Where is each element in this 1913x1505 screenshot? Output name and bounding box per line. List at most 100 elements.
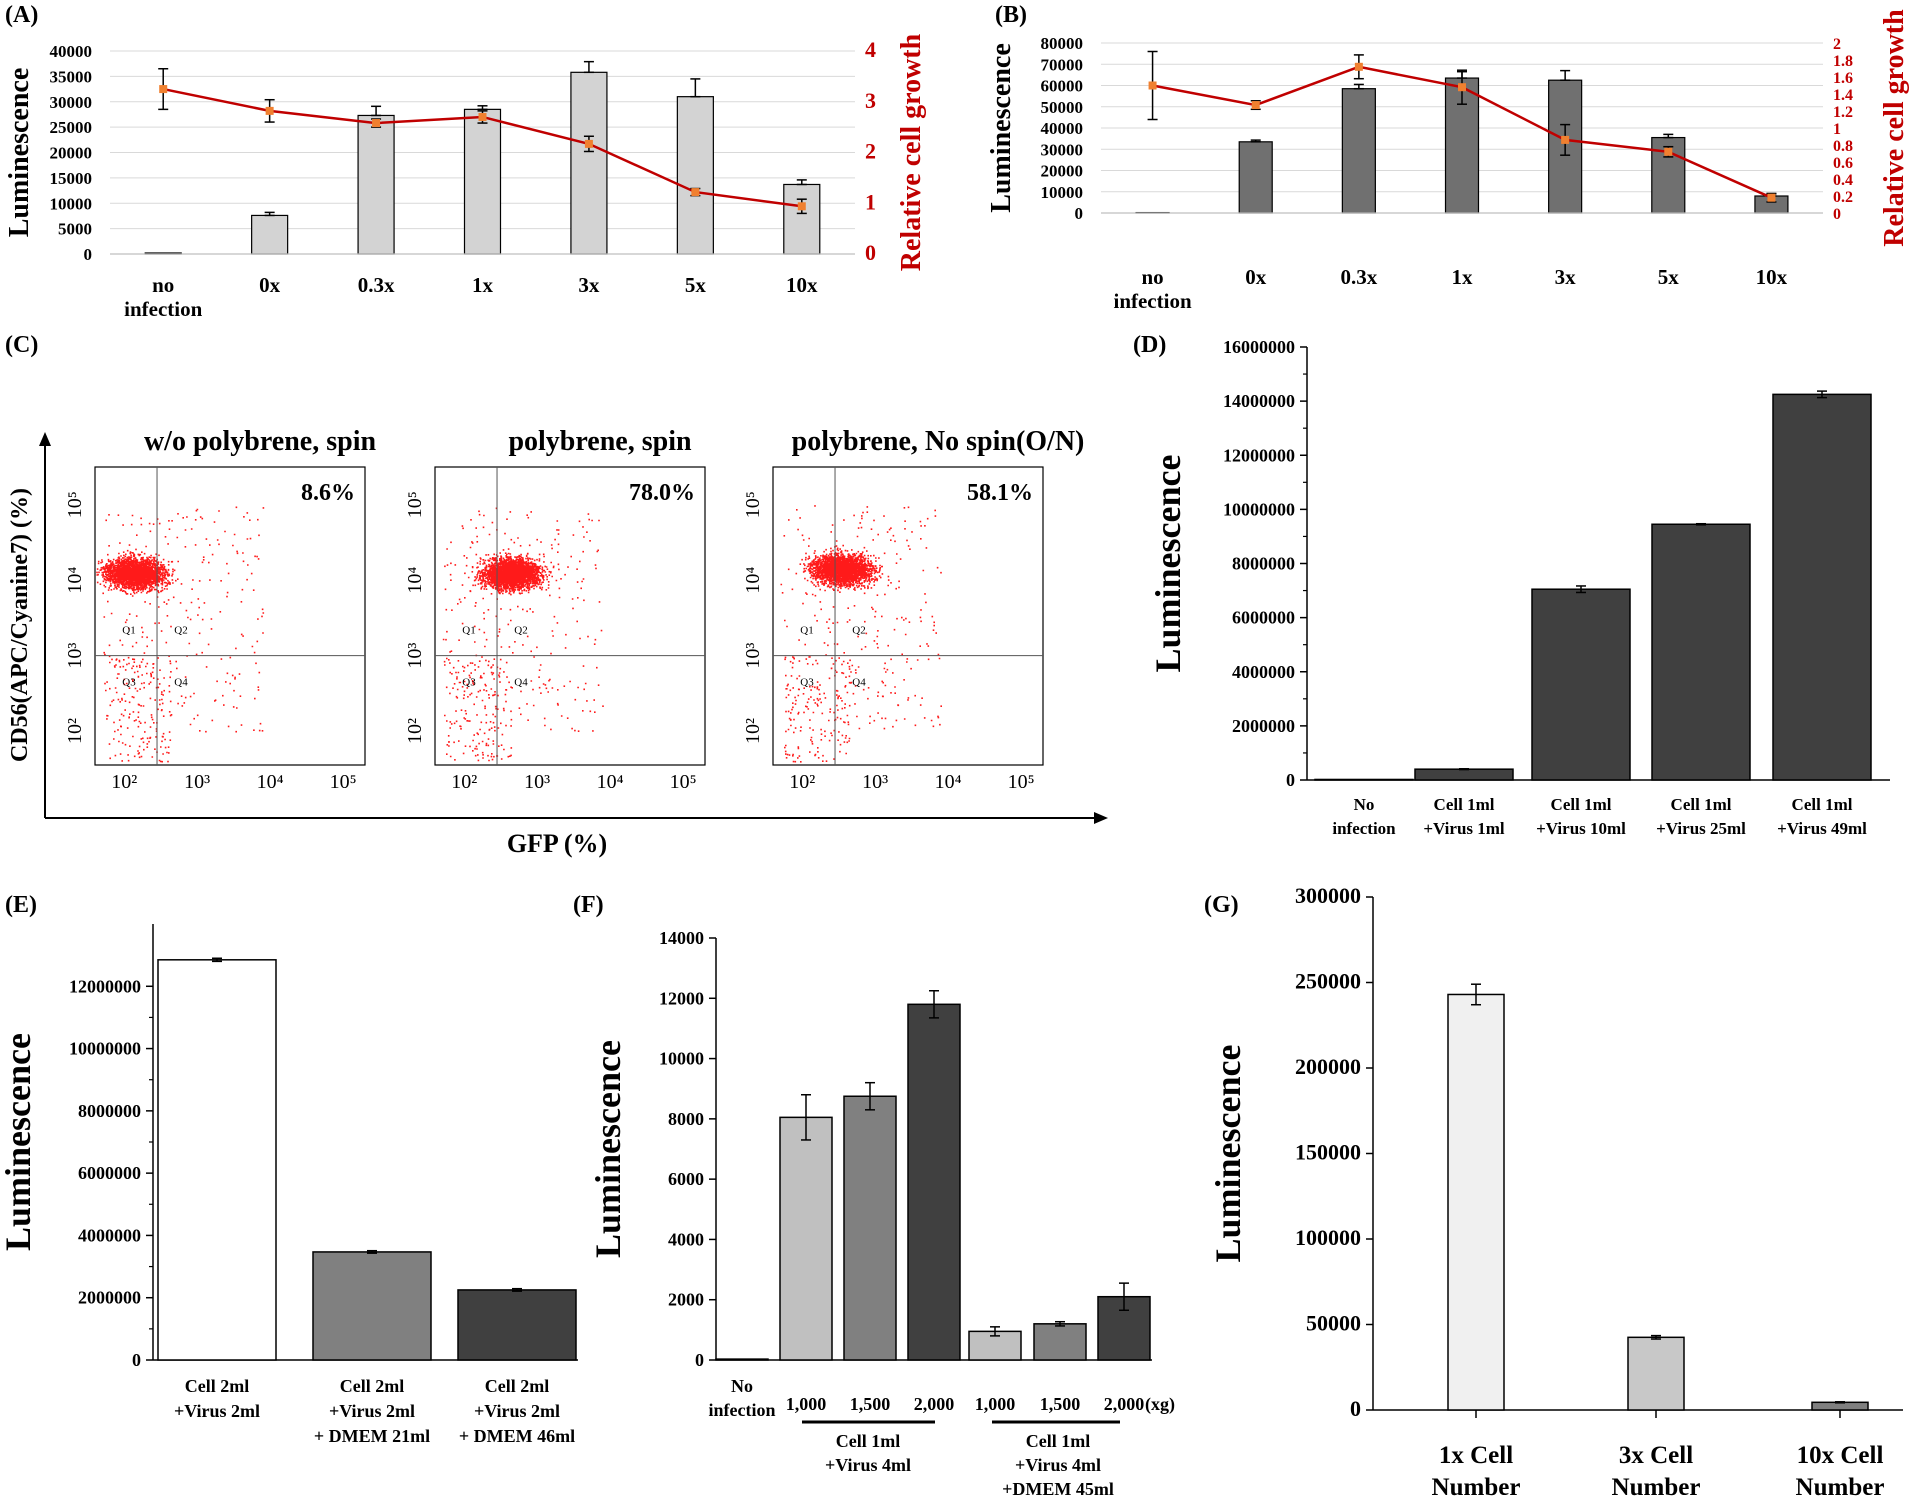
y-tick-label: 12000000 xyxy=(1223,445,1295,465)
y-tick-label: 35000 xyxy=(50,67,93,86)
panel: (G) 0 50000 100000 150000 200000 250000 300000 L… xyxy=(1204,883,1903,1501)
x-tick-label: 0.3x xyxy=(358,273,395,297)
scatter-dots xyxy=(780,505,942,763)
x-unit-label: (xg) xyxy=(1145,1394,1175,1415)
x-tick-label: 2,000 xyxy=(914,1394,955,1414)
x-tick-label: 3x Cell xyxy=(1619,1442,1693,1469)
bar xyxy=(1414,768,1514,781)
y-axis-title: CD56(APC/Cyanine7) (%) xyxy=(7,488,33,762)
arrow-head xyxy=(1094,812,1108,824)
x-tick-label: 10x xyxy=(786,273,818,297)
y-tick-label: 4000000 xyxy=(78,1225,141,1245)
flow-plot: polybrene, No spin(O/N) Q1 Q2 Q3 Q4 58.1% 10² 1… xyxy=(742,426,1084,793)
percent-label: 78.0% xyxy=(629,480,695,506)
percent-label: 8.6% xyxy=(301,480,355,506)
quadrant-label: Q4 xyxy=(514,677,528,689)
x-tick-label: 10² xyxy=(789,771,815,793)
y-tick-label: 10⁵ xyxy=(404,491,426,518)
bar xyxy=(1238,141,1273,214)
x-tick-label: infection xyxy=(124,297,202,321)
y-tick-label: 2000 xyxy=(668,1290,704,1310)
x-tick-label: 5x xyxy=(1658,265,1680,289)
x-tick-label: 10³ xyxy=(184,771,210,793)
quadrant-label: Q4 xyxy=(852,677,866,689)
x-tick-label: Number xyxy=(1432,1474,1521,1501)
x-tick-label: +Virus 2ml xyxy=(174,1401,260,1421)
bar xyxy=(676,96,714,255)
y2-tick-label: 0 xyxy=(1833,206,1841,223)
line-point xyxy=(1561,135,1570,144)
y-tick-label: 10⁴ xyxy=(742,567,764,594)
line-point xyxy=(1251,101,1260,110)
y2-axis-title: Relative cell growth xyxy=(896,33,927,271)
percent-label: 58.1% xyxy=(967,480,1033,506)
x-tick-label: no xyxy=(152,273,174,297)
x-tick-label: +Virus 2ml xyxy=(474,1401,560,1421)
y-tick-label: 300000 xyxy=(1295,883,1361,908)
y2-tick-label: 0.8 xyxy=(1833,138,1853,155)
y-tick-label: 8000000 xyxy=(78,1101,141,1121)
group-label: +DMEM 45ml xyxy=(1002,1479,1114,1499)
bar xyxy=(157,959,277,1361)
x-tick-label: infection xyxy=(1113,289,1191,313)
y-tick-label: 10⁴ xyxy=(64,567,86,594)
x-tick-label: 0.3x xyxy=(1340,265,1377,289)
x-tick-label: 10x xyxy=(1756,265,1788,289)
y-tick-label: 4000000 xyxy=(1232,662,1295,682)
y-tick-label: 14000 xyxy=(659,928,704,948)
y-tick-label: 10³ xyxy=(404,643,426,669)
flow-plot: w/o polybrene, spin Q1 Q2 Q3 Q4 8.6% 10² 10³ 10⁴… xyxy=(64,426,376,793)
x-tick-label: +Virus 2ml xyxy=(329,1401,415,1421)
bar xyxy=(1627,1336,1685,1411)
line-point xyxy=(159,85,168,94)
plot-frame xyxy=(434,466,706,766)
x-tick-label: Cell 2ml xyxy=(340,1376,405,1396)
panel-label: (E) xyxy=(5,892,37,918)
y-tick-label: 14000000 xyxy=(1223,391,1295,411)
plot-title: w/o polybrene, spin xyxy=(144,426,377,457)
y-tick-label: 70000 xyxy=(1041,55,1084,74)
y-tick-label: 0 xyxy=(695,1350,704,1370)
y-tick-label: 10² xyxy=(64,718,86,744)
bar xyxy=(907,1003,961,1361)
x-tick-label: Cell 1ml xyxy=(1792,795,1853,814)
panel-label: (C) xyxy=(5,332,38,358)
panel-label: (A) xyxy=(5,2,38,28)
y2-axis-title: Relative cell growth xyxy=(1879,9,1910,247)
y-tick-label: 15000 xyxy=(50,169,93,188)
y-tick-label: 200000 xyxy=(1295,1054,1361,1079)
y2-tick-label: 2 xyxy=(865,139,876,164)
y2-tick-label: 1 xyxy=(1833,121,1841,138)
x-tick-label: 10⁵ xyxy=(670,771,697,793)
quadrant-label: Q4 xyxy=(174,677,188,689)
panel-label: (D) xyxy=(1133,332,1166,358)
x-tick-label: Cell 2ml xyxy=(185,1376,250,1396)
y2-tick-label: 1.2 xyxy=(1833,104,1853,121)
x-tick-label: +Virus 1ml xyxy=(1423,819,1505,838)
y-tick-label: 25000 xyxy=(50,118,93,137)
bar xyxy=(1341,88,1376,214)
bar xyxy=(1651,523,1751,781)
y2-tick-label: 4 xyxy=(865,37,876,62)
panel: (C) CD56(APC/Cyanine7) (%) GFP (%) w/o poly… xyxy=(5,332,1108,858)
x-tick-label: + DMEM 46ml xyxy=(459,1426,575,1446)
y-tick-label: 10000000 xyxy=(69,1039,141,1059)
y-tick-label: 80000 xyxy=(1041,34,1084,53)
x-tick-label: 1,000 xyxy=(786,1394,827,1414)
y-tick-label: 20000 xyxy=(50,144,93,163)
group-label: +Virus 4ml xyxy=(825,1455,911,1475)
x-tick-label: 10³ xyxy=(862,771,888,793)
y-tick-label: 150000 xyxy=(1295,1140,1361,1165)
flow-plot: polybrene, spin Q1 Q2 Q3 Q4 78.0% 10² 10³ 10⁴ 10⁵… xyxy=(404,426,706,793)
quadrant-label: Q3 xyxy=(462,677,476,689)
bar xyxy=(783,183,821,255)
y-tick-label: 30000 xyxy=(50,93,93,112)
x-tick-label: 10³ xyxy=(524,771,550,793)
bar xyxy=(251,214,289,255)
quadrant-label: Q2 xyxy=(514,625,527,637)
x-tick-label: 3x xyxy=(578,273,600,297)
line-point xyxy=(797,202,806,211)
x-tick-label: 1x xyxy=(472,273,494,297)
line-point xyxy=(1664,147,1673,156)
